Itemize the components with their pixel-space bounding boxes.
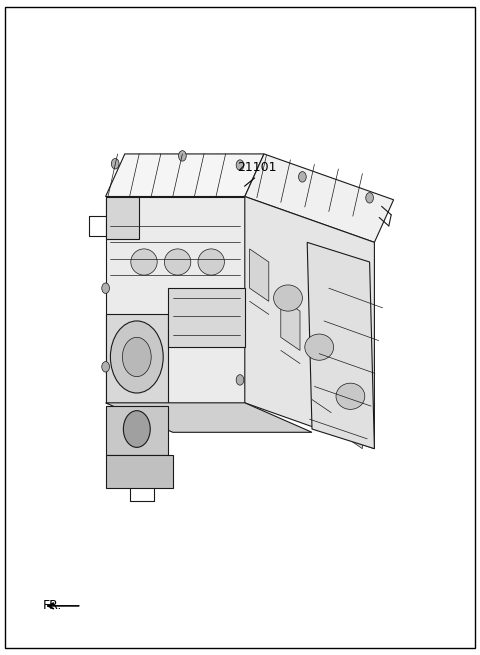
- Ellipse shape: [164, 249, 191, 275]
- Ellipse shape: [131, 249, 157, 275]
- Circle shape: [236, 375, 244, 385]
- Polygon shape: [312, 347, 331, 400]
- Circle shape: [111, 159, 119, 169]
- Circle shape: [236, 293, 244, 303]
- Circle shape: [236, 160, 244, 170]
- Polygon shape: [343, 396, 362, 449]
- Polygon shape: [245, 154, 394, 242]
- Ellipse shape: [198, 249, 224, 275]
- Polygon shape: [281, 298, 300, 350]
- Circle shape: [366, 193, 373, 203]
- Circle shape: [179, 151, 186, 161]
- Text: 21101: 21101: [237, 160, 276, 174]
- Ellipse shape: [274, 285, 302, 311]
- Polygon shape: [106, 406, 168, 455]
- Polygon shape: [106, 403, 312, 432]
- Circle shape: [110, 321, 163, 393]
- Polygon shape: [106, 314, 168, 403]
- Circle shape: [122, 337, 151, 377]
- Text: FR.: FR.: [43, 599, 62, 612]
- Ellipse shape: [336, 383, 365, 409]
- Polygon shape: [245, 196, 374, 449]
- Circle shape: [102, 362, 109, 372]
- Polygon shape: [106, 196, 139, 239]
- Circle shape: [299, 172, 306, 182]
- Circle shape: [123, 411, 150, 447]
- Polygon shape: [250, 249, 269, 301]
- Polygon shape: [106, 196, 245, 403]
- Polygon shape: [106, 154, 264, 196]
- Ellipse shape: [305, 334, 334, 360]
- Polygon shape: [307, 242, 374, 449]
- Polygon shape: [168, 288, 245, 347]
- Polygon shape: [106, 455, 173, 488]
- Circle shape: [102, 283, 109, 293]
